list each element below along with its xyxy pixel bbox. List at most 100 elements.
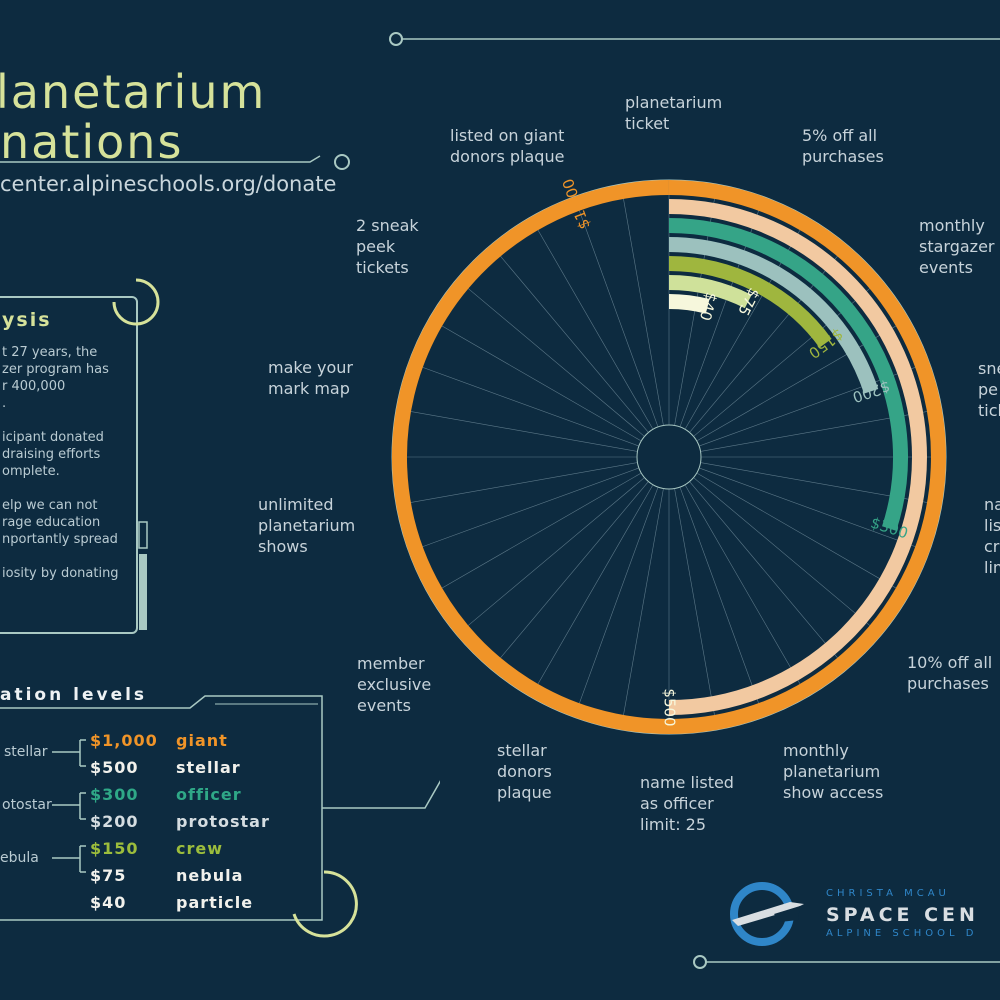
benefit-label: snepetick — [978, 359, 1000, 420]
level-amount: $300 — [90, 785, 139, 804]
benefit-label: make your mark map — [268, 358, 353, 398]
levels-list: $1,000 giant $500 stellar $300 officer $200… — [90, 731, 270, 920]
title-underline — [0, 154, 350, 170]
bottom-decor-line — [693, 955, 1000, 969]
analysis-text: t 27 years, the zer program has r 400,00… — [2, 344, 119, 582]
chart-spoke — [573, 486, 659, 718]
logo-text-line3: ALPINE SCHOOL D — [826, 928, 978, 939]
chart-spoke — [620, 488, 664, 730]
benefit-label: listed on giant donors plaque — [450, 126, 565, 166]
benefit-label: nalistcrlim — [984, 495, 1000, 577]
chart-spoke — [408, 361, 640, 447]
level-amount: $40 — [90, 893, 127, 912]
chart-spoke — [396, 408, 638, 452]
analysis-heading: ysis — [2, 309, 52, 331]
logo-text-line2: SPACE CEN — [826, 904, 979, 926]
levels-heading: ation levels — [0, 685, 148, 705]
chart-spoke — [530, 216, 654, 430]
logo-text-line1: CHRISTA MCAU — [826, 888, 950, 899]
benefit-label: name listed as officer limit: 25 — [640, 773, 734, 834]
chart-spoke — [679, 486, 765, 718]
level-name: crew — [176, 839, 224, 858]
level-name: particle — [176, 893, 254, 912]
chart-ring — [668, 256, 832, 348]
chart-spoke — [428, 472, 642, 596]
chart-ring — [668, 294, 710, 314]
analysis-line: icipant donated — [2, 430, 104, 445]
level-amount: $500 — [90, 758, 139, 777]
benefit-label: member exclusive events — [357, 654, 432, 715]
analysis-line: nportantly spread — [2, 532, 118, 547]
chart-inner-circle — [636, 424, 702, 490]
level-name: stellar — [176, 758, 241, 777]
chart-spoke — [456, 477, 645, 636]
benefit-label: planetarium ticket — [625, 93, 723, 133]
benefit-label: 5% off all purchases — [802, 126, 884, 166]
level-row: $75 nebula — [90, 866, 270, 893]
analysis-line: t 27 years, the — [2, 345, 98, 360]
analysis-line: draising efforts — [2, 447, 101, 462]
chart-spoke — [573, 196, 659, 428]
analysis-panel — [0, 296, 138, 634]
chart-spoke — [396, 462, 638, 506]
benefit-label: monthly stargazer events — [919, 216, 995, 277]
benefit-label: 2 sneak peek tickets — [356, 216, 419, 277]
level-name: officer — [176, 785, 242, 804]
level-name: giant — [176, 731, 228, 750]
level-amount: $75 — [90, 866, 127, 885]
chart-ring — [668, 237, 879, 394]
chart-spoke — [490, 481, 649, 670]
chart-spoke — [490, 244, 649, 433]
levels-frame — [0, 695, 440, 921]
panel-side-decor — [138, 521, 148, 630]
chart-spoke — [456, 278, 645, 437]
chart-spoke — [530, 484, 654, 698]
chart-spoke — [696, 472, 910, 596]
analysis-line: elp we can not — [2, 498, 98, 513]
level-row: $300 officer — [90, 785, 270, 812]
level-row: $200 protostar — [90, 812, 270, 839]
level-name: protostar — [176, 812, 270, 831]
level-name: nebula — [176, 866, 244, 885]
chart-ring — [391, 180, 946, 734]
level-amount: $1,000 — [90, 731, 158, 750]
level-amount: $150 — [90, 839, 139, 858]
benefit-label: unlimited planetarium shows — [258, 495, 356, 556]
benefit-label: stellar donors plaque — [497, 741, 552, 802]
analysis-line: . — [2, 396, 7, 411]
top-decor-line — [389, 32, 1000, 46]
space-center-logo-icon — [730, 882, 804, 946]
benefit-label: monthly planetarium show access — [783, 741, 884, 802]
level-row: $150 crew — [90, 839, 270, 866]
chart-ring — [668, 218, 908, 531]
level-row: $500 stellar — [90, 758, 270, 785]
level-row: $1,000 giant — [90, 731, 270, 758]
chart-value-label: $300 — [868, 514, 910, 543]
level-row: $40 particle — [90, 893, 270, 920]
levels-ring-decor — [292, 870, 358, 938]
group-label: stellar — [4, 744, 48, 760]
page-title-line2: nations — [0, 115, 184, 169]
page-title-line1: lanetarium — [0, 65, 267, 119]
chart-spoke — [698, 467, 930, 553]
analysis-line: rage education — [2, 515, 101, 530]
group-label: ebula — [0, 850, 39, 866]
chart-spoke — [684, 484, 808, 698]
chart-spoke — [428, 318, 642, 442]
chart-spoke — [693, 477, 882, 636]
chart-spoke — [408, 467, 640, 553]
analysis-line: zer program has — [2, 362, 109, 377]
chart-value-label: $40 — [696, 290, 721, 322]
level-amount: $200 — [90, 812, 139, 831]
donate-url[interactable]: center.alpineschools.org/donate — [0, 172, 337, 196]
chart-ring — [668, 199, 927, 715]
benefit-label: 10% off all purchases — [907, 653, 993, 693]
chart-spoke — [674, 488, 718, 730]
chart-spoke — [620, 184, 664, 426]
analysis-line: iosity by donating — [2, 566, 119, 581]
panel-ring-decor — [112, 278, 160, 326]
chart-value-label: $500 — [661, 688, 679, 726]
group-label: otostar — [2, 797, 52, 813]
chart-spoke — [696, 318, 910, 442]
